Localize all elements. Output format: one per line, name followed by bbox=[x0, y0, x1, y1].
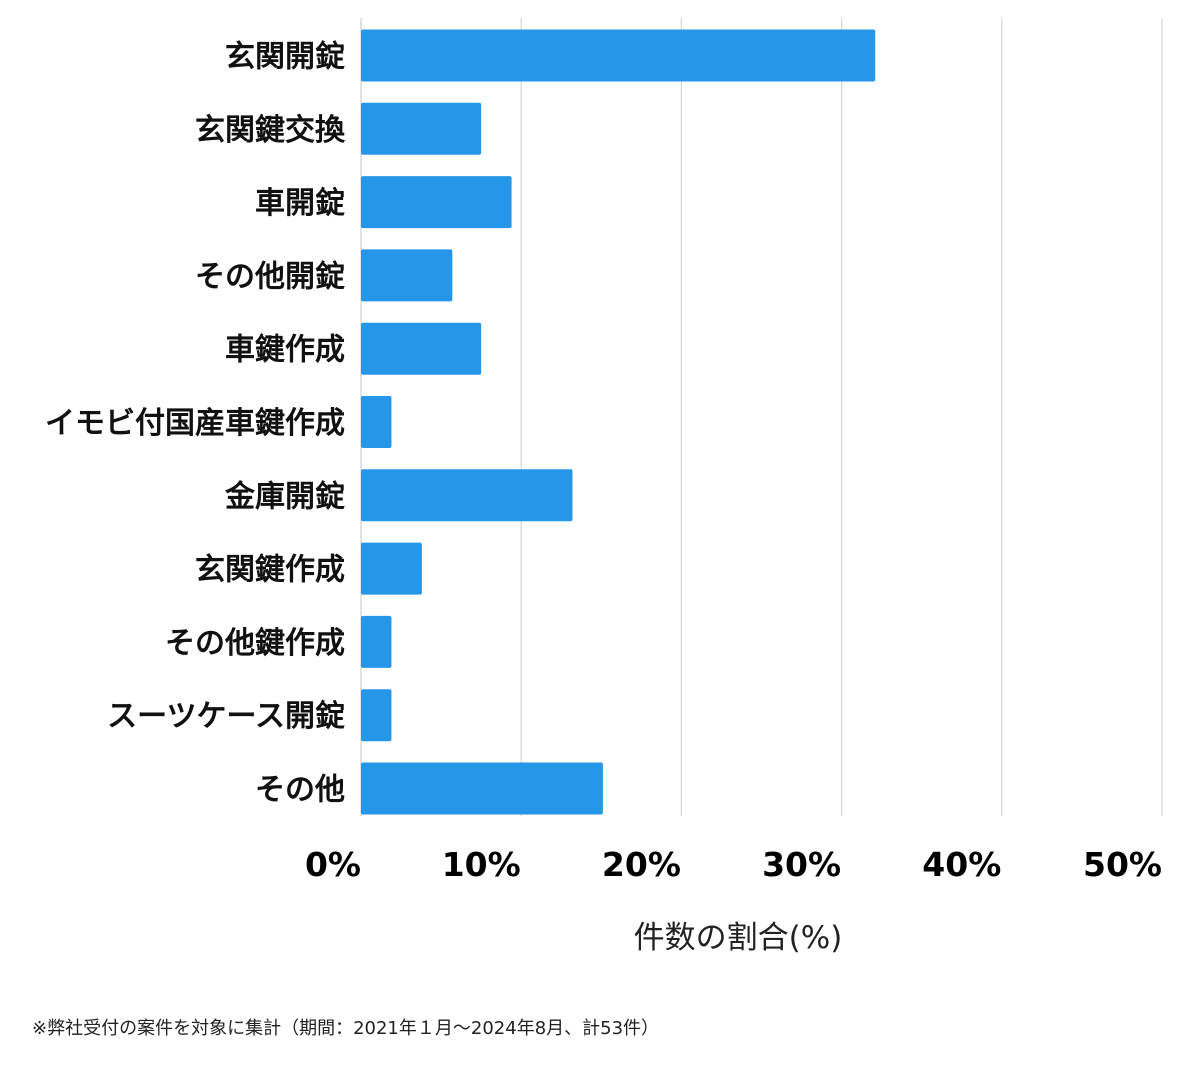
bar bbox=[361, 396, 392, 448]
bar bbox=[361, 689, 392, 742]
category-label: 玄関鍵作成 bbox=[195, 553, 345, 588]
category-label: スーツケース開錠 bbox=[107, 699, 345, 734]
category-label: 車開錠 bbox=[255, 186, 345, 221]
bar bbox=[361, 469, 573, 522]
x-tick-label: 40% bbox=[922, 845, 1001, 884]
x-tick-label: 0% bbox=[305, 845, 361, 884]
bar bbox=[361, 176, 512, 229]
category-label: その他 bbox=[255, 773, 345, 808]
bar bbox=[361, 249, 453, 302]
x-tick-labels: 0% 10% 20% 30% 40% 50% bbox=[305, 845, 1162, 884]
bar bbox=[361, 322, 482, 375]
category-label: その他開錠 bbox=[195, 259, 345, 294]
x-tick-label: 50% bbox=[1083, 845, 1162, 884]
x-tick-label: 20% bbox=[602, 845, 681, 884]
x-tick-label: 30% bbox=[762, 845, 841, 884]
category-label: 車鍵作成 bbox=[225, 333, 345, 368]
footnote: ※弊社受付の案件を対象に集計（期間：2021年１月～2024年8月、計53件） bbox=[32, 1018, 660, 1039]
category-label: 玄関開錠 bbox=[225, 40, 345, 75]
category-label: 玄関鍵交換 bbox=[195, 113, 346, 148]
bar bbox=[361, 762, 603, 815]
category-label: その他鍵作成 bbox=[165, 626, 345, 661]
bar bbox=[361, 542, 422, 595]
x-axis-title: 件数の割合(%) bbox=[634, 920, 843, 956]
bar bbox=[361, 615, 392, 668]
category-label: イモビ付国産車鍵作成 bbox=[45, 406, 345, 441]
bar bbox=[361, 29, 876, 82]
bars bbox=[361, 29, 876, 815]
bar bbox=[361, 102, 482, 155]
x-tick-label: 10% bbox=[442, 845, 521, 884]
category-labels: 玄関開錠玄関鍵交換車開錠その他開錠車鍵作成イモビ付国産車鍵作成金庫開錠玄関鍵作成… bbox=[45, 40, 346, 808]
category-label: 金庫開錠 bbox=[224, 479, 345, 514]
